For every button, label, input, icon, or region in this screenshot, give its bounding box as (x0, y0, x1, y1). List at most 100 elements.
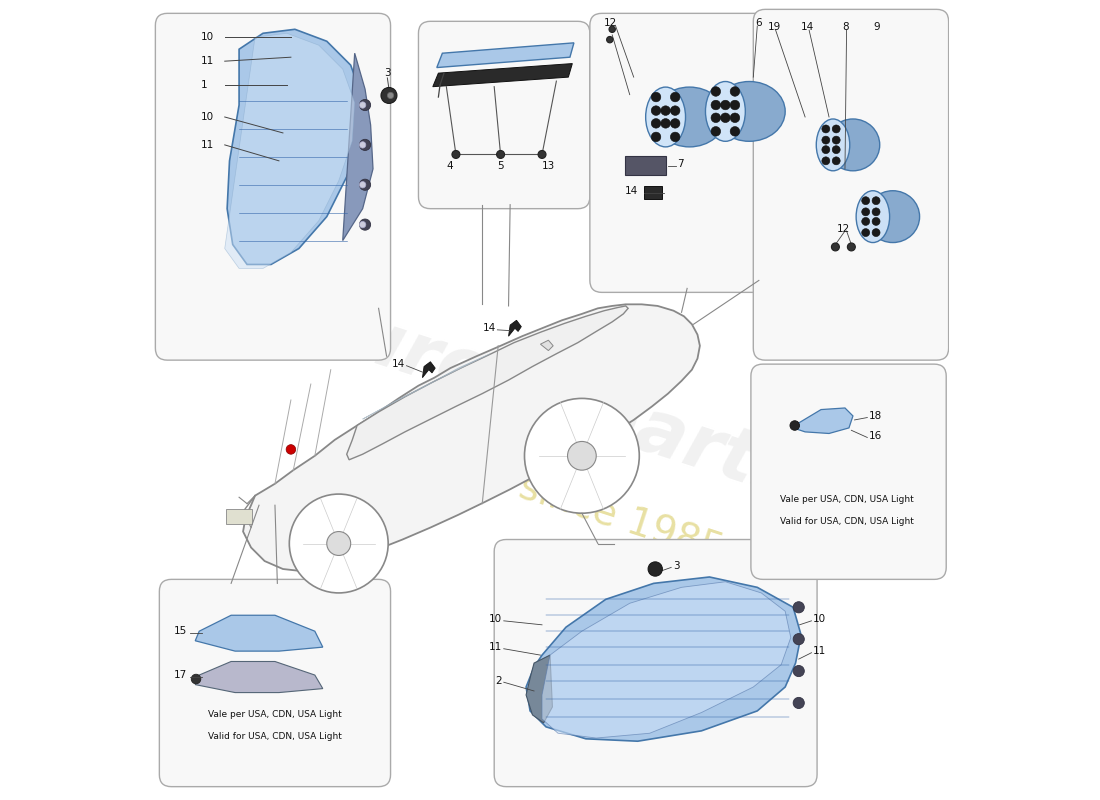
Circle shape (651, 106, 661, 115)
Circle shape (872, 197, 880, 205)
Circle shape (651, 92, 661, 102)
Circle shape (730, 100, 739, 110)
Text: 11: 11 (201, 140, 214, 150)
Ellipse shape (653, 87, 725, 147)
Text: 14: 14 (483, 323, 496, 334)
Circle shape (793, 602, 804, 613)
Text: 10: 10 (201, 112, 213, 122)
Polygon shape (363, 354, 491, 419)
Circle shape (861, 208, 870, 216)
Circle shape (730, 113, 739, 122)
Circle shape (861, 218, 870, 226)
Circle shape (720, 100, 730, 110)
Text: europeparts: europeparts (292, 285, 808, 515)
Circle shape (360, 182, 366, 188)
Circle shape (606, 37, 613, 43)
Circle shape (360, 99, 371, 110)
Circle shape (360, 142, 366, 148)
Polygon shape (195, 662, 322, 693)
Polygon shape (508, 320, 521, 336)
Polygon shape (422, 362, 436, 378)
Circle shape (711, 100, 720, 110)
Bar (625, 156, 667, 175)
Circle shape (790, 421, 800, 430)
Circle shape (847, 243, 856, 251)
Circle shape (538, 150, 546, 158)
Circle shape (651, 132, 661, 142)
Circle shape (861, 229, 870, 237)
Circle shape (661, 106, 670, 115)
Bar (645, 186, 661, 199)
Text: 3: 3 (384, 68, 390, 78)
Polygon shape (526, 655, 552, 723)
Circle shape (822, 136, 829, 144)
Circle shape (670, 118, 680, 128)
Circle shape (832, 243, 839, 251)
Ellipse shape (826, 119, 880, 170)
Text: Vale per USA, CDN, USA Light: Vale per USA, CDN, USA Light (208, 710, 342, 719)
Polygon shape (195, 615, 322, 651)
Ellipse shape (714, 82, 785, 142)
Circle shape (711, 113, 720, 122)
Circle shape (833, 146, 840, 154)
Circle shape (381, 87, 397, 103)
Circle shape (661, 118, 670, 128)
Circle shape (609, 26, 615, 33)
Circle shape (872, 229, 880, 237)
Circle shape (496, 150, 505, 158)
Text: 4: 4 (447, 162, 453, 171)
Circle shape (360, 222, 366, 228)
Text: 16: 16 (869, 431, 882, 441)
Bar (227, 510, 252, 523)
Text: 15: 15 (174, 626, 187, 636)
Text: 10: 10 (490, 614, 503, 624)
Circle shape (191, 674, 201, 684)
FancyBboxPatch shape (754, 10, 948, 360)
Text: 14: 14 (801, 22, 814, 32)
Polygon shape (526, 577, 801, 742)
Text: 11: 11 (201, 56, 214, 66)
FancyBboxPatch shape (494, 539, 817, 786)
Circle shape (360, 102, 366, 108)
Text: 12: 12 (604, 18, 617, 28)
Polygon shape (432, 63, 572, 86)
Circle shape (568, 442, 596, 470)
Polygon shape (227, 30, 363, 265)
Text: Valid for USA, CDN, USA Light: Valid for USA, CDN, USA Light (780, 517, 913, 526)
Circle shape (793, 666, 804, 677)
Text: 10: 10 (201, 32, 213, 42)
Text: 11: 11 (813, 646, 826, 656)
Circle shape (360, 139, 371, 150)
Text: a parts since 1985: a parts since 1985 (373, 422, 727, 570)
Ellipse shape (866, 190, 920, 242)
Circle shape (286, 445, 296, 454)
Circle shape (670, 106, 680, 115)
Circle shape (793, 698, 804, 709)
FancyBboxPatch shape (155, 14, 390, 360)
Ellipse shape (856, 190, 890, 242)
Polygon shape (795, 408, 852, 434)
Text: 11: 11 (488, 642, 503, 652)
Text: 13: 13 (542, 162, 556, 171)
Polygon shape (437, 43, 574, 67)
Text: Vale per USA, CDN, USA Light: Vale per USA, CDN, USA Light (780, 495, 913, 504)
Text: 2: 2 (495, 676, 503, 686)
Circle shape (833, 157, 840, 165)
Circle shape (387, 92, 394, 98)
Circle shape (711, 86, 720, 96)
Polygon shape (540, 340, 553, 350)
Circle shape (793, 634, 804, 645)
Text: 9: 9 (873, 22, 880, 32)
Ellipse shape (646, 87, 685, 147)
Circle shape (730, 126, 739, 136)
Circle shape (360, 219, 371, 230)
FancyBboxPatch shape (590, 14, 825, 292)
Circle shape (327, 531, 351, 555)
Ellipse shape (705, 82, 746, 142)
Circle shape (872, 208, 880, 216)
Circle shape (452, 150, 460, 158)
Circle shape (730, 86, 739, 96)
Circle shape (861, 197, 870, 205)
Circle shape (670, 92, 680, 102)
Polygon shape (224, 34, 354, 269)
